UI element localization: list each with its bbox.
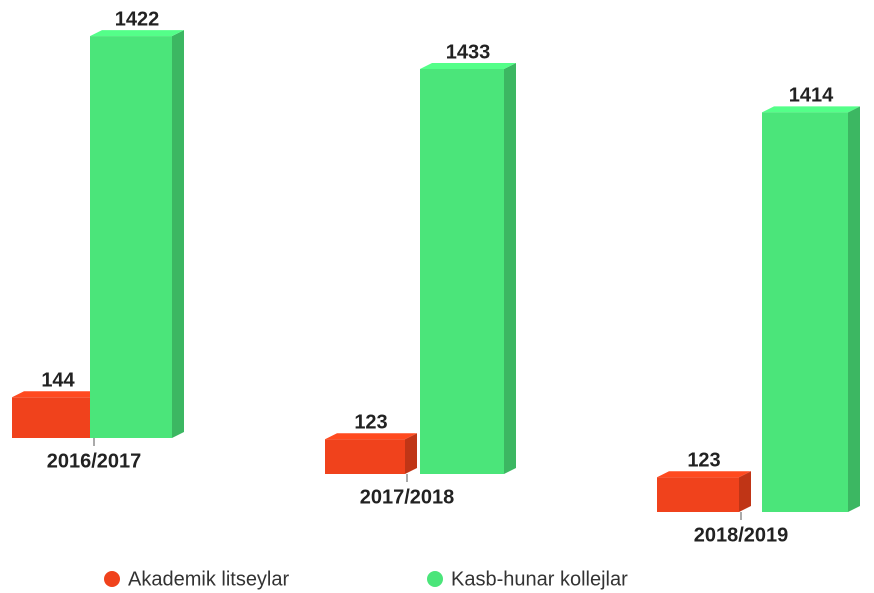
value-label: 123 — [687, 450, 720, 472]
value-label: 1414 — [789, 85, 834, 107]
legend-marker — [427, 571, 443, 587]
legend-label: Akademik litseylar — [128, 568, 290, 590]
bar-side — [848, 106, 860, 513]
bar-side — [504, 63, 516, 474]
bar — [762, 112, 848, 513]
bar-top — [90, 30, 184, 37]
bar — [420, 69, 504, 474]
bar — [325, 439, 405, 474]
x-tick-label: 2017/2018 — [360, 486, 455, 508]
bar-top — [325, 433, 417, 440]
bar-top — [657, 471, 751, 478]
bar — [657, 477, 739, 512]
value-label: 144 — [41, 370, 75, 392]
bar-side — [405, 433, 417, 474]
value-label: 1422 — [115, 8, 160, 30]
bar-top — [420, 63, 516, 69]
bar-top — [762, 106, 860, 113]
value-label: 1433 — [446, 41, 491, 63]
bar-side — [739, 471, 751, 512]
bar-top — [12, 391, 104, 398]
legend-label: Kasb-hunar kollejlar — [451, 568, 628, 590]
x-tick-label: 2018/2019 — [694, 524, 789, 546]
legend-marker — [104, 571, 120, 587]
bar — [90, 36, 172, 439]
x-tick-label: 2016/2017 — [47, 450, 142, 472]
value-label: 123 — [354, 412, 387, 434]
bar — [12, 397, 92, 438]
bar-side — [172, 30, 184, 439]
